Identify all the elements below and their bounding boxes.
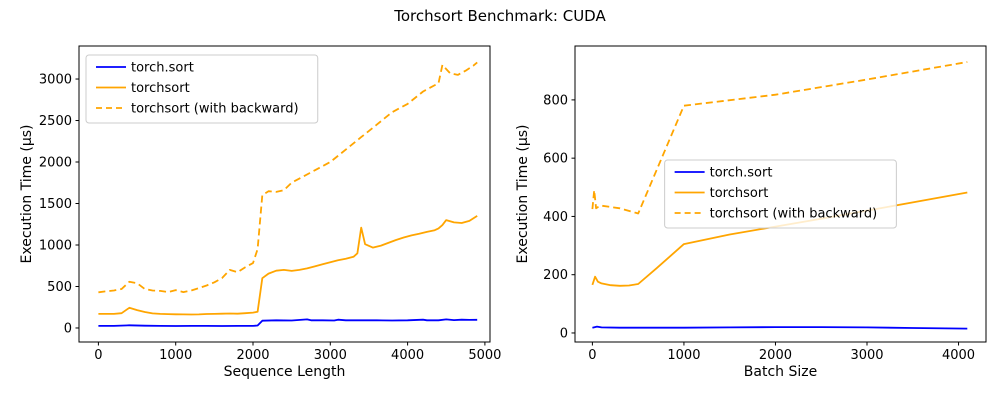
x-tick-label: 2000 [759,348,792,363]
y-axis-label: Execution Time (μs) [515,125,531,264]
x-axis-label: Sequence Length [224,364,346,380]
legend-box [85,54,319,124]
x-tick-label: 0 [588,348,596,363]
x-tick-label: 3000 [314,348,347,363]
y-tick-label: 2000 [39,156,72,171]
legend-box [664,159,897,229]
series-line-torch.sort [98,318,478,327]
series-line-torchsort-with-backward [591,61,968,215]
legend-label: torchsort (with backward) [710,207,878,222]
x-tick-label: 5000 [468,348,501,363]
x-axis-label: Batch Size [744,364,817,380]
y-axis-label: Execution Time (μs) [19,125,35,264]
y-tick-label: 2500 [39,114,72,129]
y-tick-label: 400 [543,210,568,225]
axes-frame [78,45,491,343]
subplot-0: 0 1000 2000 3000 4000 5000 0 500 1000 1500 2000 250… [19,45,501,380]
x-tick-label: 1000 [667,348,700,363]
legend-label: torchsort (with backward) [131,102,299,117]
x-tick-label: 0 [94,348,102,363]
legend-label: torch.sort [131,61,194,76]
y-tick-label: 1000 [39,238,72,253]
x-tick-label: 2000 [236,348,269,363]
y-tick-label: 3000 [39,73,72,88]
axes-frame [574,45,987,343]
x-tick-label: 4000 [391,348,424,363]
y-tick-label: 600 [543,152,568,167]
legend: torch.sort torchsort torchsort (with backw… [85,54,319,124]
y-tick-label: 0 [64,321,72,336]
y-tick-label: 800 [543,93,568,108]
legend-label: torchsort [710,186,769,201]
series-line-torchsort-with-backward [98,61,478,294]
series-line-torchsort [98,215,478,316]
y-tick-label: 0 [560,326,568,341]
y-tick-label: 1500 [39,197,72,212]
series-line-torch.sort [592,325,968,330]
figure-title: Torchsort Benchmark: CUDA [394,7,606,25]
subplot-1: 0 1000 2000 3000 4000 0 200 400 600 800 Batch Size… [515,45,987,380]
legend: torch.sort torchsort torchsort (with backw… [664,159,897,229]
x-tick-label: 3000 [850,348,883,363]
legend-label: torch.sort [710,166,773,181]
x-tick-label: 1000 [159,348,192,363]
y-tick-label: 500 [47,280,72,295]
x-tick-label: 4000 [942,348,975,363]
legend-label: torchsort [131,81,190,96]
y-tick-label: 200 [543,268,568,283]
